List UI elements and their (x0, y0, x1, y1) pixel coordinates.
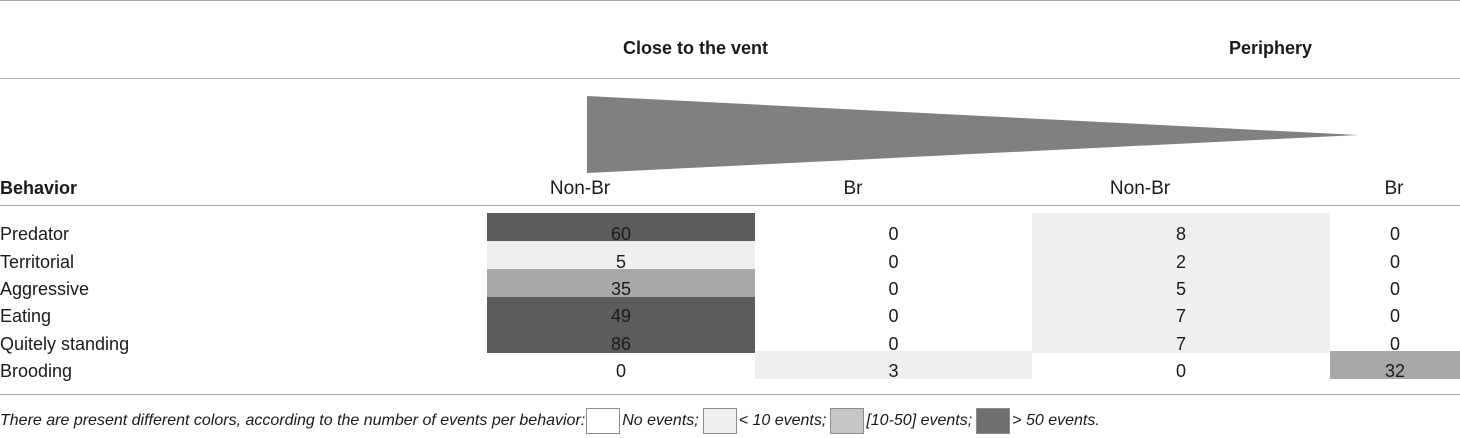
table-footnote: There are present different colors, acco… (0, 406, 1100, 436)
legend-swatch-over-50 (976, 408, 1011, 434)
column-header-periphery-br: Br (1384, 178, 1404, 199)
table-cell: 7 (1032, 325, 1330, 354)
row-label: Aggressive (0, 279, 90, 299)
table-cell: 0 (1389, 306, 1400, 326)
table-cell: 5 (1032, 269, 1330, 299)
gradient-wedge-shape (587, 96, 1358, 173)
table-row-brooding: Brooding 0 3 0 32 (0, 351, 1460, 381)
legend-label-over-50: > 50 events. (1012, 412, 1100, 429)
table-row-territorial: Territorial 5 0 2 0 (0, 241, 1460, 272)
table-cell: 32 (1330, 351, 1460, 381)
legend-label-under-10: < 10 events; (738, 412, 827, 429)
row-label: Brooding (0, 361, 73, 381)
table-cell: 7 (1032, 297, 1330, 326)
legend-label-10-to-50: [10-50] events; (866, 412, 973, 429)
table-cell: 0 (615, 361, 626, 381)
table-cell: 49 (487, 297, 755, 326)
table-row-eating: Eating 49 0 7 0 (0, 297, 1460, 326)
table-bottom-rule (0, 394, 1460, 395)
table-cell: 2 (1032, 241, 1330, 272)
table-cell: 5 (487, 241, 755, 272)
table-cell: 0 (1175, 361, 1186, 381)
group-title-rule (0, 78, 1460, 79)
top-rule (0, 0, 1460, 1)
footnote-intro: There are present different colors, acco… (0, 412, 586, 429)
legend-label-no-events: No events; (622, 412, 699, 429)
column-header-periphery-non-br: Non-Br (1109, 178, 1171, 199)
table-cell: 0 (1389, 224, 1400, 244)
row-label: Territorial (0, 252, 75, 272)
legend-swatch-under-10 (702, 408, 737, 434)
legend-swatch-no-events (586, 408, 621, 434)
header-rule (0, 205, 1460, 206)
table-cell: 0 (1389, 279, 1400, 299)
table-cell: 35 (487, 269, 755, 299)
table-row-predator: Predator 60 0 8 0 (0, 213, 1460, 244)
table-row-aggressive: Aggressive 35 0 5 0 (0, 269, 1460, 299)
row-label: Eating (0, 306, 52, 326)
behavior-column-header: Behavior (0, 178, 78, 198)
group-title-close-to-vent: Close to the vent (623, 38, 769, 58)
table-cell: 0 (888, 252, 899, 272)
table-cell: 86 (487, 325, 755, 354)
legend-swatch-10-to-50 (830, 408, 865, 434)
table-cell: 0 (1389, 334, 1400, 354)
table-cell: 0 (1389, 252, 1400, 272)
distance-gradient-wedge (587, 96, 1358, 173)
column-header-close-non-br: Non-Br (549, 178, 611, 199)
table-cell: 0 (888, 224, 899, 244)
table-cell: 3 (755, 351, 1032, 381)
table-cell: 0 (888, 334, 899, 354)
row-label: Quitely standing (0, 334, 130, 354)
table-cell: 8 (1032, 213, 1330, 244)
table-cell: 0 (888, 306, 899, 326)
column-header-close-br: Br (843, 178, 863, 199)
row-label: Predator (0, 224, 70, 244)
table-cell: 0 (888, 279, 899, 299)
table-cell: 60 (487, 213, 755, 244)
group-title-periphery: Periphery (1229, 38, 1313, 58)
table-row-quitely-standing: Quitely standing 86 0 7 0 (0, 325, 1460, 354)
